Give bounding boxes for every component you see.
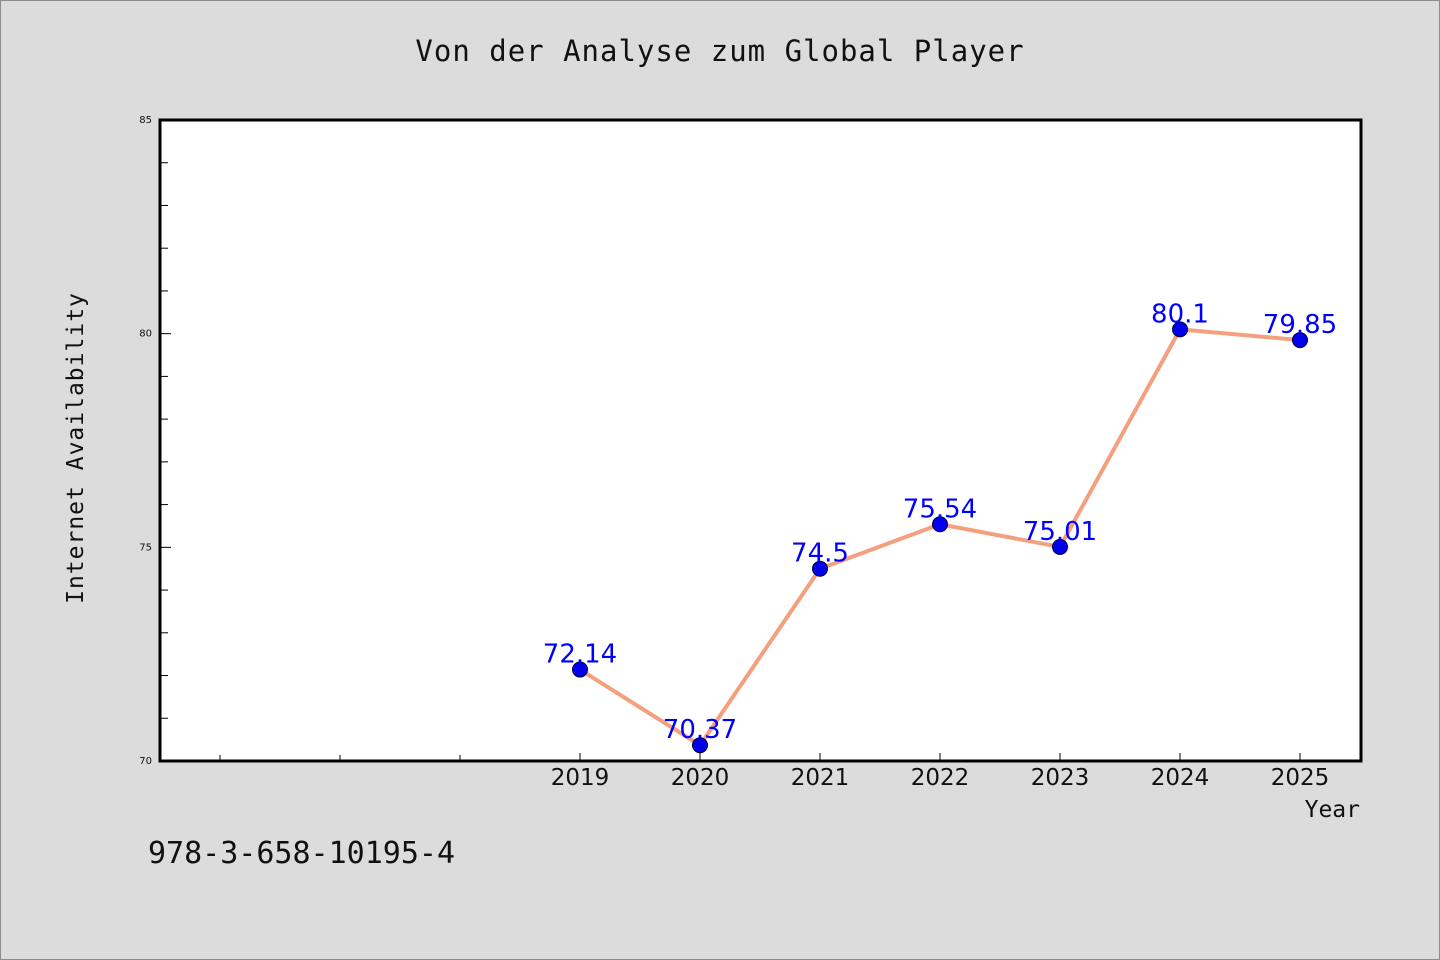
data-point [1052,538,1068,555]
data-point [692,737,708,754]
data-label: 80.1 [1151,299,1209,329]
x-tick-label: 2021 [791,765,850,791]
chart-title: Von der Analyse zum Global Player [415,34,1025,68]
data-label: 70.37 [663,715,737,745]
data-point [572,661,588,678]
y-tick-label: 80 [139,329,152,340]
data-point [1292,332,1308,349]
x-axis-label: Year [1304,797,1360,823]
y-tick-label: 85 [139,115,152,126]
data-point [932,516,948,533]
x-tick-label: 2024 [1151,765,1210,791]
y-tick-label: 75 [139,542,152,553]
data-label: 72.14 [543,640,617,670]
x-tick-label: 2022 [911,765,970,791]
data-label: 79.85 [1263,310,1337,340]
data-label: 74.5 [791,539,849,569]
x-tick-label: 2020 [671,765,730,791]
data-point [812,560,828,577]
x-tick-label: 2019 [551,765,610,791]
data-label: 75.54 [903,494,977,524]
y-tick-label: 70 [139,756,152,767]
data-point [1172,321,1188,338]
isbn-code: 978-3-658-10195-4 [148,836,456,871]
data-label: 75.01 [1023,517,1097,547]
x-tick-label: 2025 [1271,765,1330,791]
plot-frame [158,118,1363,763]
x-tick-label: 2023 [1031,765,1090,791]
